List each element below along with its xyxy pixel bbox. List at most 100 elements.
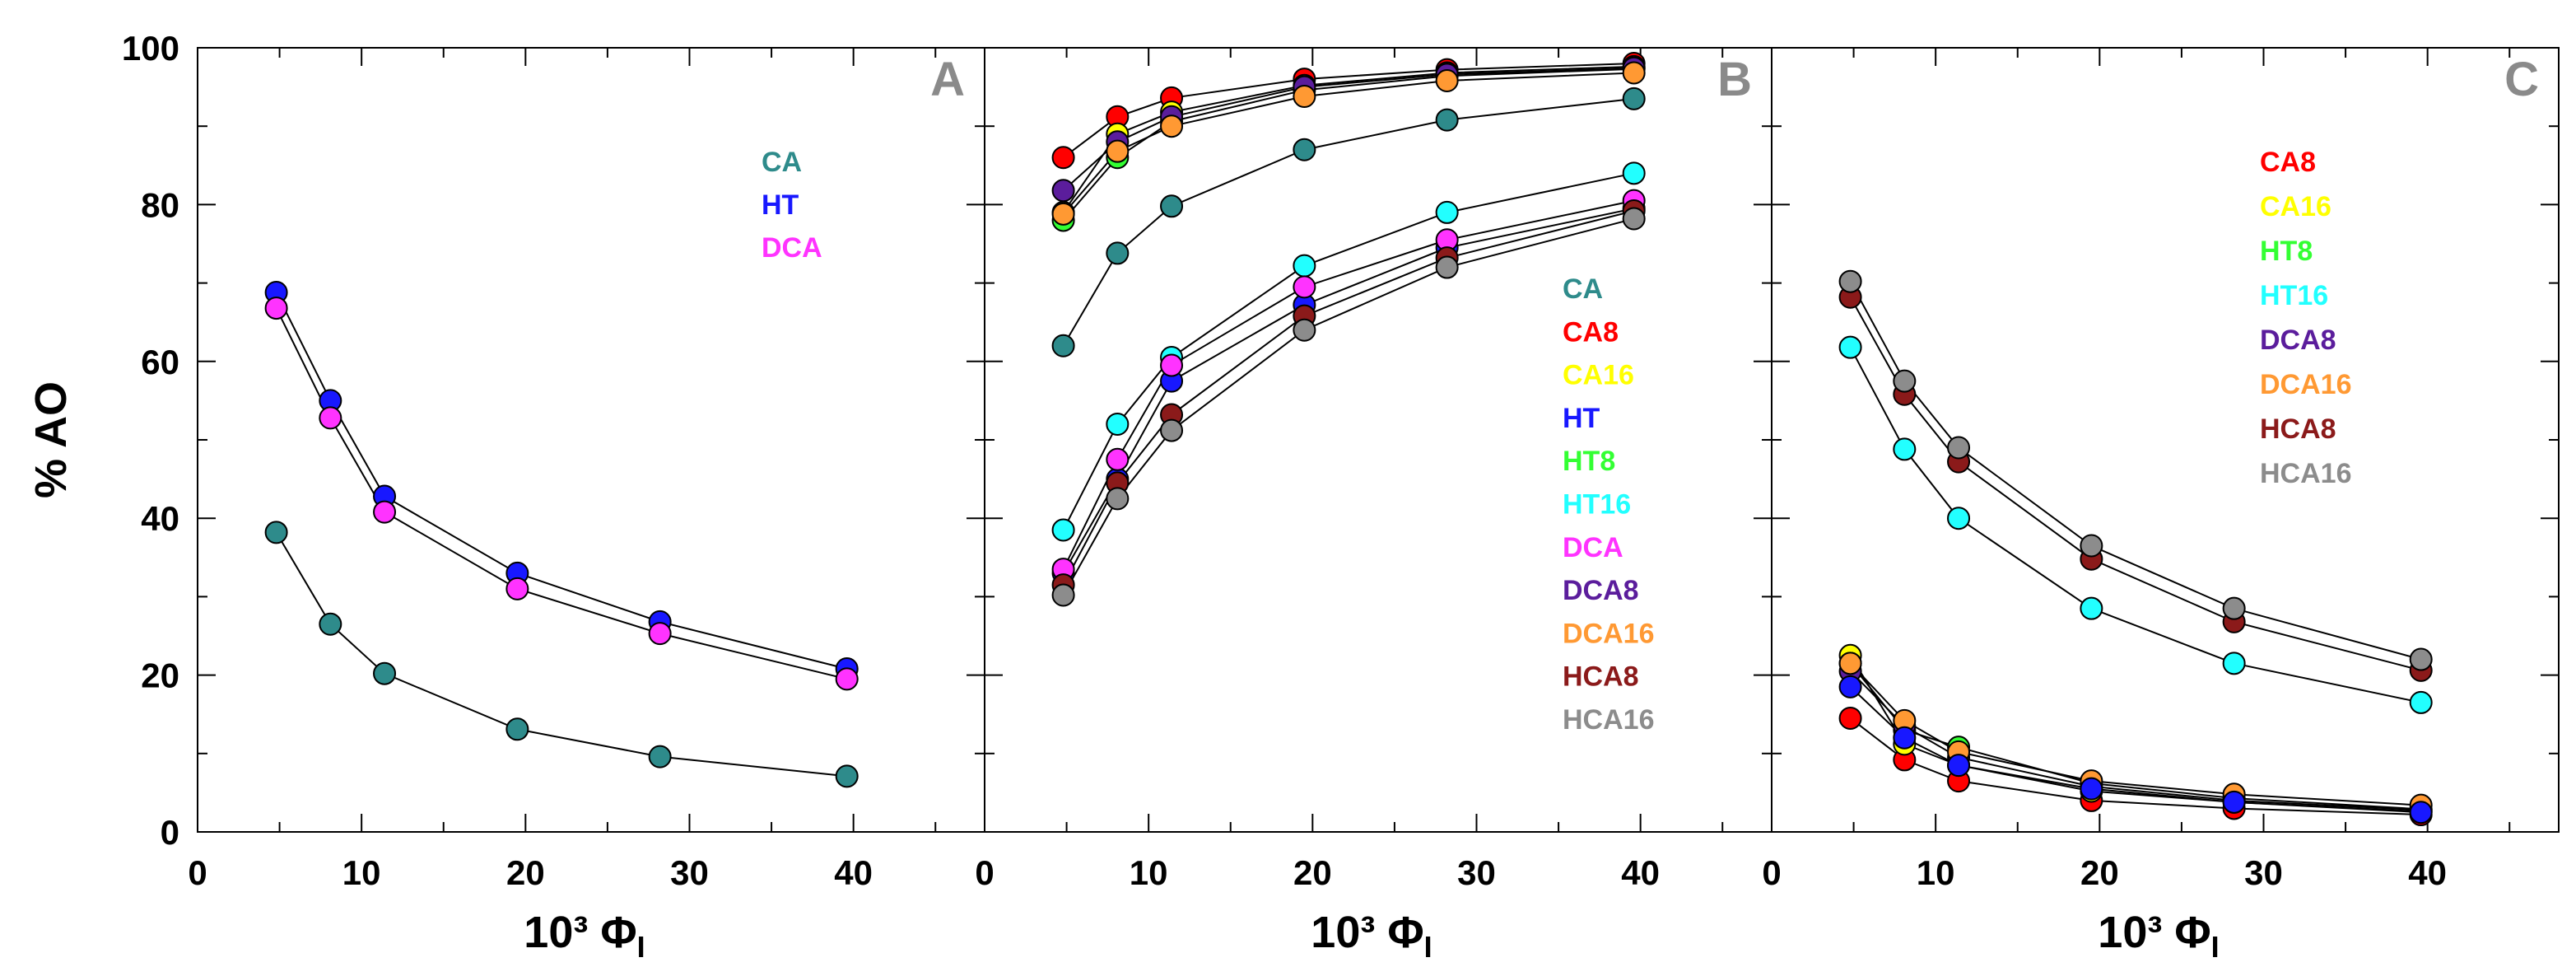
data-point-hca16 [1435,255,1459,279]
data-point-hca16 [2080,534,2103,558]
data-point-hca16 [1051,583,1075,607]
series-line-hca8 [1062,210,1634,586]
x-axis-label-subscript: I [2211,930,2220,964]
panel-a: 0 20 40 60 80 100 0 10 20 30 40 10³ ΦI % AO A CA HT DCA [26,29,985,964]
data-point-ht [2080,777,2103,801]
series-line-ht [275,292,847,670]
data-point-ht [2409,801,2433,825]
series-line-ht8 [1062,68,1634,222]
x-tick-label: 40 [834,853,873,892]
plot-frame [197,47,985,833]
data-point-ca [319,612,342,636]
legend-entry-ht16: HT16 [2260,280,2328,311]
data-point-ht16 [1622,161,1646,185]
data-point-ca [648,745,672,768]
series-line-hca16 [1849,281,2421,661]
legend-entry-hca8: HCA8 [1563,661,1639,693]
data-point-dca [1106,447,1130,471]
data-point-hca16 [2222,596,2246,620]
series-line-dca16 [1849,662,2421,806]
panel-b: 0 10 20 30 40 10³ ΦI B CA CA8 CA16 HT HT8 HT16 DCA DCA… [975,47,1772,964]
data-point-ht16 [1947,507,1971,530]
legend-entry-dca: DCA [1563,532,1623,563]
data-point-dca16 [1293,85,1316,109]
data-point-hca16 [1893,369,1917,393]
data-point-hca16 [1160,418,1184,442]
data-point-ca [1160,194,1184,218]
data-point-dca [1160,353,1184,377]
data-point-hca16 [1947,436,1971,460]
data-point-ht [1947,754,1971,778]
data-point-ca [1106,241,1130,265]
legend-entry-dca16: DCA16 [1563,618,1654,649]
y-tick-label: 60 [141,343,179,381]
data-point-ht16 [1293,254,1316,278]
x-tick-label: 0 [188,853,207,892]
y-tick-label: 100 [122,29,179,68]
series-line-hca16 [1062,217,1634,596]
y-axis-label: % AO [26,381,76,498]
x-tick-label: 10 [1917,853,1955,892]
data-point-dca16 [1160,114,1184,138]
data-point-ht16 [1893,437,1917,461]
legend-entry-hca16: HCA16 [2260,458,2351,489]
data-point-ht [1838,675,1862,698]
data-point-ca [1293,138,1316,161]
data-point-dca [835,667,859,691]
data-point-dca [505,577,529,600]
legend-entry-dca: DCA [762,232,822,264]
legend-entry-ca: CA [1563,273,1603,305]
data-point-ca [1051,334,1075,357]
x-axis-label: 10³ ΦI [2098,908,2219,964]
x-tick-label: 30 [1457,853,1496,892]
x-axis-label-subscript: I [637,930,645,964]
legend-entry-ht8: HT8 [2260,236,2313,267]
x-tick-label: 20 [1293,853,1332,892]
legend-entry-dca8: DCA8 [2260,325,2336,356]
data-point-dca [1293,275,1316,299]
data-point-ca [1435,108,1459,132]
y-tick-label: 80 [141,185,179,224]
x-tick-label: 10 [342,853,381,892]
panel-c: 0 10 20 30 40 10³ ΦI C CA8 CA16 HT8 HT16 DCA8 DCA16 H… [1762,47,2560,964]
x-tick-label: 20 [2080,853,2119,892]
series-line-dca [275,307,847,680]
data-point-hca16 [2409,647,2433,671]
series-line-ht16 [1062,172,1634,530]
data-point-hca16 [1106,487,1130,511]
data-point-dca16 [1106,139,1130,163]
legend-entry-ht8: HT8 [1563,446,1615,477]
data-point-ht16 [1838,335,1862,359]
data-point-hca16 [1838,269,1862,293]
x-axis-label-subscript: I [1424,930,1432,964]
legend-entry-ht16: HT16 [1563,489,1631,521]
data-point-ca [264,521,288,544]
x-tick-label: 30 [2244,853,2283,892]
panel-letter: C [2504,53,2539,106]
series-line-ca [1062,97,1634,347]
data-point-ht16 [2222,652,2246,675]
legend-entry-ca8: CA8 [2260,147,2316,178]
series-line-dca16 [1062,72,1634,215]
x-tick-label: 40 [2408,853,2447,892]
y-tick-label: 40 [141,499,179,538]
legend-entry-dca16: DCA16 [2260,369,2351,400]
data-point-ht16 [1051,518,1075,542]
y-tick-label: 0 [161,813,179,852]
data-point-ca [1622,86,1646,110]
data-point-dca [373,500,397,524]
plot-frame [1771,47,2560,833]
data-point-dca [319,406,342,430]
data-point-dca16 [1435,68,1459,92]
panel-letter: B [1717,53,1752,106]
x-tick-label: 20 [506,853,545,892]
x-tick-label: 0 [975,853,994,892]
data-point-ht16 [1435,200,1459,224]
data-point-ht [2222,790,2246,814]
series-line-ht16 [1849,347,2421,703]
data-point-ht16 [2080,596,2103,620]
y-tick-label: 20 [141,656,179,695]
data-point-ht16 [1106,412,1130,436]
panel-letter: A [930,53,965,106]
data-point-hca16 [1293,318,1316,342]
